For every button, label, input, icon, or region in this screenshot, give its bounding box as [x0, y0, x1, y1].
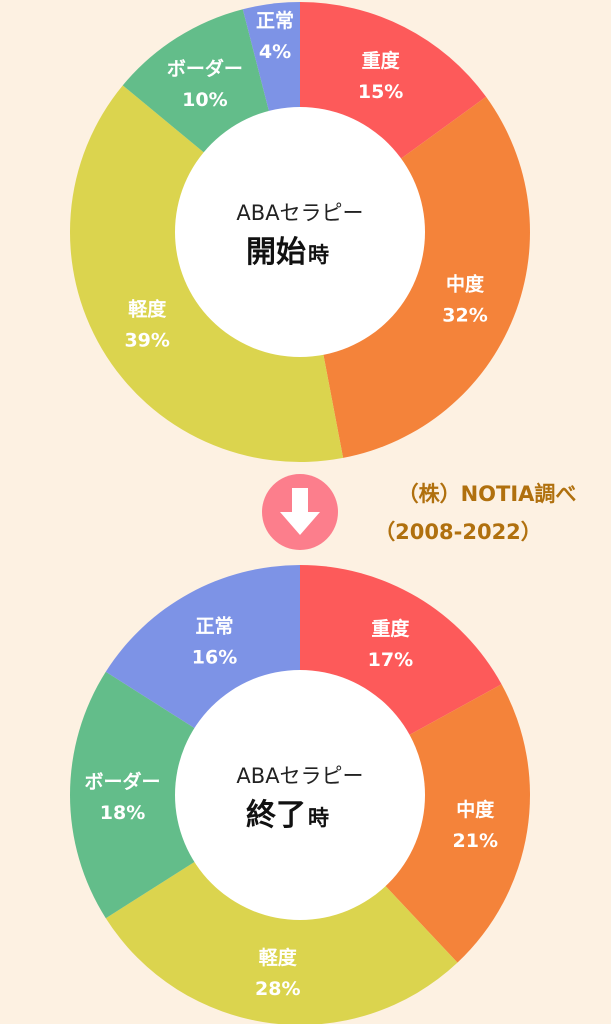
slice-3-name: 軽度: [128, 297, 167, 320]
slice-1-value: 15%: [358, 81, 403, 103]
slice-2-value: 32%: [442, 304, 487, 326]
slice-4-name: ボーダー: [84, 770, 160, 793]
slice-5-name: 正常: [195, 615, 233, 638]
slice-4-value: 18%: [100, 802, 145, 824]
slice-4-value: 10%: [182, 89, 227, 111]
slice-3-value: 39%: [124, 329, 169, 351]
slice-1-name: 重度: [362, 49, 401, 72]
slice-2-value: 21%: [453, 830, 498, 852]
donut-hole: [175, 670, 425, 920]
slice-2-name: 中度: [446, 272, 485, 295]
donut-hole: [175, 107, 425, 357]
down-arrow-icon: [262, 474, 338, 550]
center-caption: ABAセラピー: [236, 201, 363, 225]
slice-3-value: 28%: [255, 978, 300, 1000]
slice-5-name: 正常: [256, 9, 294, 32]
slice-3-name: 軽度: [259, 946, 298, 969]
slice-1-name: 重度: [371, 617, 410, 640]
center-caption: ABAセラピー: [236, 764, 363, 788]
slice-1-value: 17%: [368, 649, 413, 671]
slice-4-name: ボーダー: [167, 57, 243, 80]
slice-2-name: 中度: [456, 798, 495, 821]
arrow-shape: [280, 488, 320, 535]
center-title: 開始時: [246, 235, 329, 270]
source-line-1: （株）NOTIA調べ: [398, 482, 577, 506]
slice-5-value: 4%: [259, 41, 291, 63]
slice-5-value: 16%: [192, 647, 237, 669]
source-line-2: （2008-2022）: [374, 520, 542, 544]
center-title: 終了時: [246, 798, 329, 833]
